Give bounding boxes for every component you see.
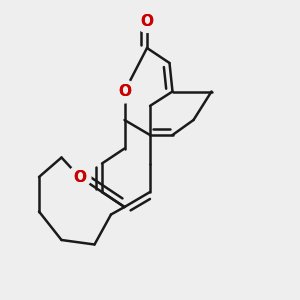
Text: O: O	[140, 14, 154, 28]
Circle shape	[68, 166, 91, 188]
Text: O: O	[140, 14, 154, 28]
Text: O: O	[73, 169, 86, 184]
Text: O: O	[73, 169, 86, 184]
Text: O: O	[118, 84, 131, 99]
Circle shape	[113, 80, 136, 103]
Circle shape	[136, 10, 158, 32]
Text: O: O	[118, 84, 131, 99]
